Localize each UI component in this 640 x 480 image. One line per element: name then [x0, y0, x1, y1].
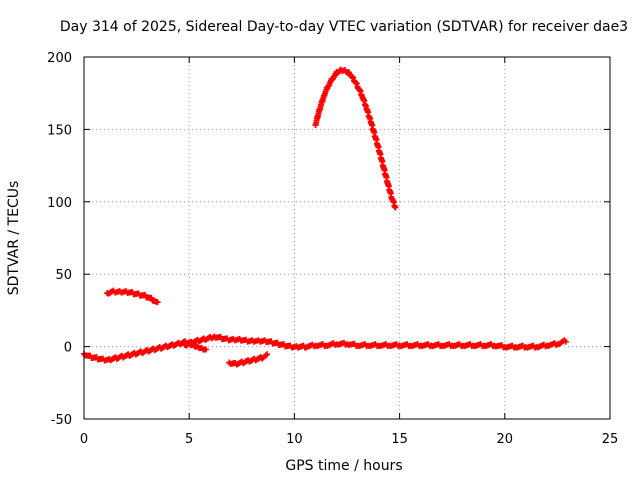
x-tick-label: 10: [286, 432, 303, 447]
plot-frame: [83, 56, 611, 420]
series-arc-5-6: [181, 340, 210, 353]
data-marks: [81, 66, 569, 368]
y-tick-label: 100: [47, 196, 72, 211]
x-axis-label: GPS time / hours: [285, 458, 402, 474]
y-ticks: -50 0 50 100 150 200: [47, 51, 610, 428]
series-arc-11-15: [312, 66, 399, 211]
y-tick-label: 150: [47, 123, 72, 138]
x-tick-label: 5: [185, 432, 193, 447]
x-tick-label: 20: [497, 432, 514, 447]
x-tick-label: 15: [391, 432, 408, 447]
point-marker: [264, 351, 271, 358]
y-tick-label: -50: [51, 413, 72, 428]
chart-title: Day 314 of 2025, Sidereal Day-to-day VTE…: [60, 19, 628, 35]
point-marker: [154, 299, 161, 306]
point-marker: [203, 346, 210, 353]
y-tick-label: 50: [55, 268, 72, 283]
point-marker: [392, 204, 399, 211]
point-marker: [562, 338, 569, 345]
y-tick-label: 200: [47, 51, 72, 66]
series-segment-7-9: [226, 351, 271, 368]
y-tick-label: 0: [64, 341, 72, 356]
grid: [84, 57, 610, 419]
y-axis-label: SDTVAR / TECUs: [6, 181, 22, 296]
x-ticks: 0 5 10 15 20 25: [80, 57, 618, 447]
series-baseline: [81, 333, 569, 364]
x-tick-label: 25: [602, 432, 619, 447]
x-tick-label: 0: [80, 432, 88, 447]
series-segment-1-3: [104, 287, 161, 306]
